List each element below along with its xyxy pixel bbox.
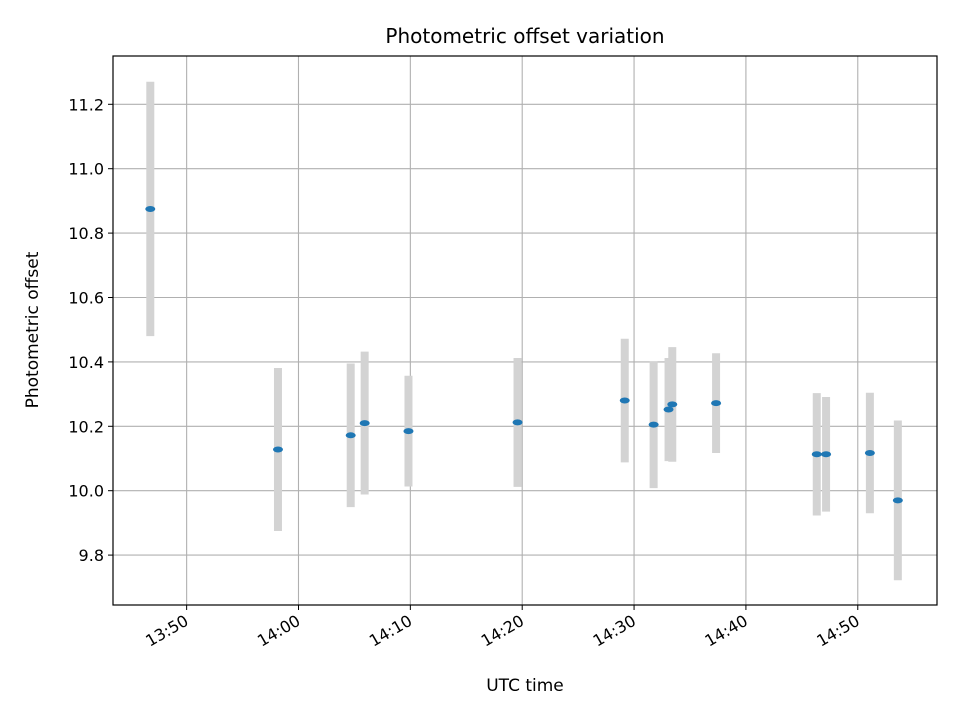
y-axis-label: Photometric offset <box>23 251 43 408</box>
y-tick-label: 10.6 <box>68 288 104 307</box>
data-point <box>711 400 722 407</box>
y-tick-label: 10.8 <box>68 224 104 243</box>
data-point <box>811 451 822 458</box>
y-tick-label: 10.2 <box>68 417 104 436</box>
data-point <box>512 419 523 426</box>
y-tick-label: 9.8 <box>79 546 104 565</box>
data-points <box>145 205 903 504</box>
data-point <box>648 421 659 428</box>
data-point <box>272 446 283 453</box>
y-axis: 9.8 10.0 10.2 10.4 10.6 10.8 11.0 11.2 <box>68 95 113 565</box>
data-point <box>864 450 875 457</box>
plot-frame <box>112 55 938 606</box>
data-point <box>345 432 356 439</box>
data-point <box>619 397 630 404</box>
x-axis-label: UTC time <box>486 676 564 696</box>
data-point <box>821 451 832 458</box>
y-tick-label: 11.2 <box>68 95 104 114</box>
y-tick-label: 10.0 <box>68 482 104 501</box>
data-point <box>667 401 678 408</box>
y-tick-label: 10.4 <box>68 353 104 372</box>
data-point <box>892 497 903 504</box>
data-point <box>403 428 414 435</box>
chart-title: Photometric offset variation <box>385 24 664 48</box>
data-point <box>663 406 674 413</box>
data-point <box>145 205 156 212</box>
grid <box>113 56 937 605</box>
data-point <box>359 420 370 427</box>
y-tick-label: 11.0 <box>68 160 104 179</box>
